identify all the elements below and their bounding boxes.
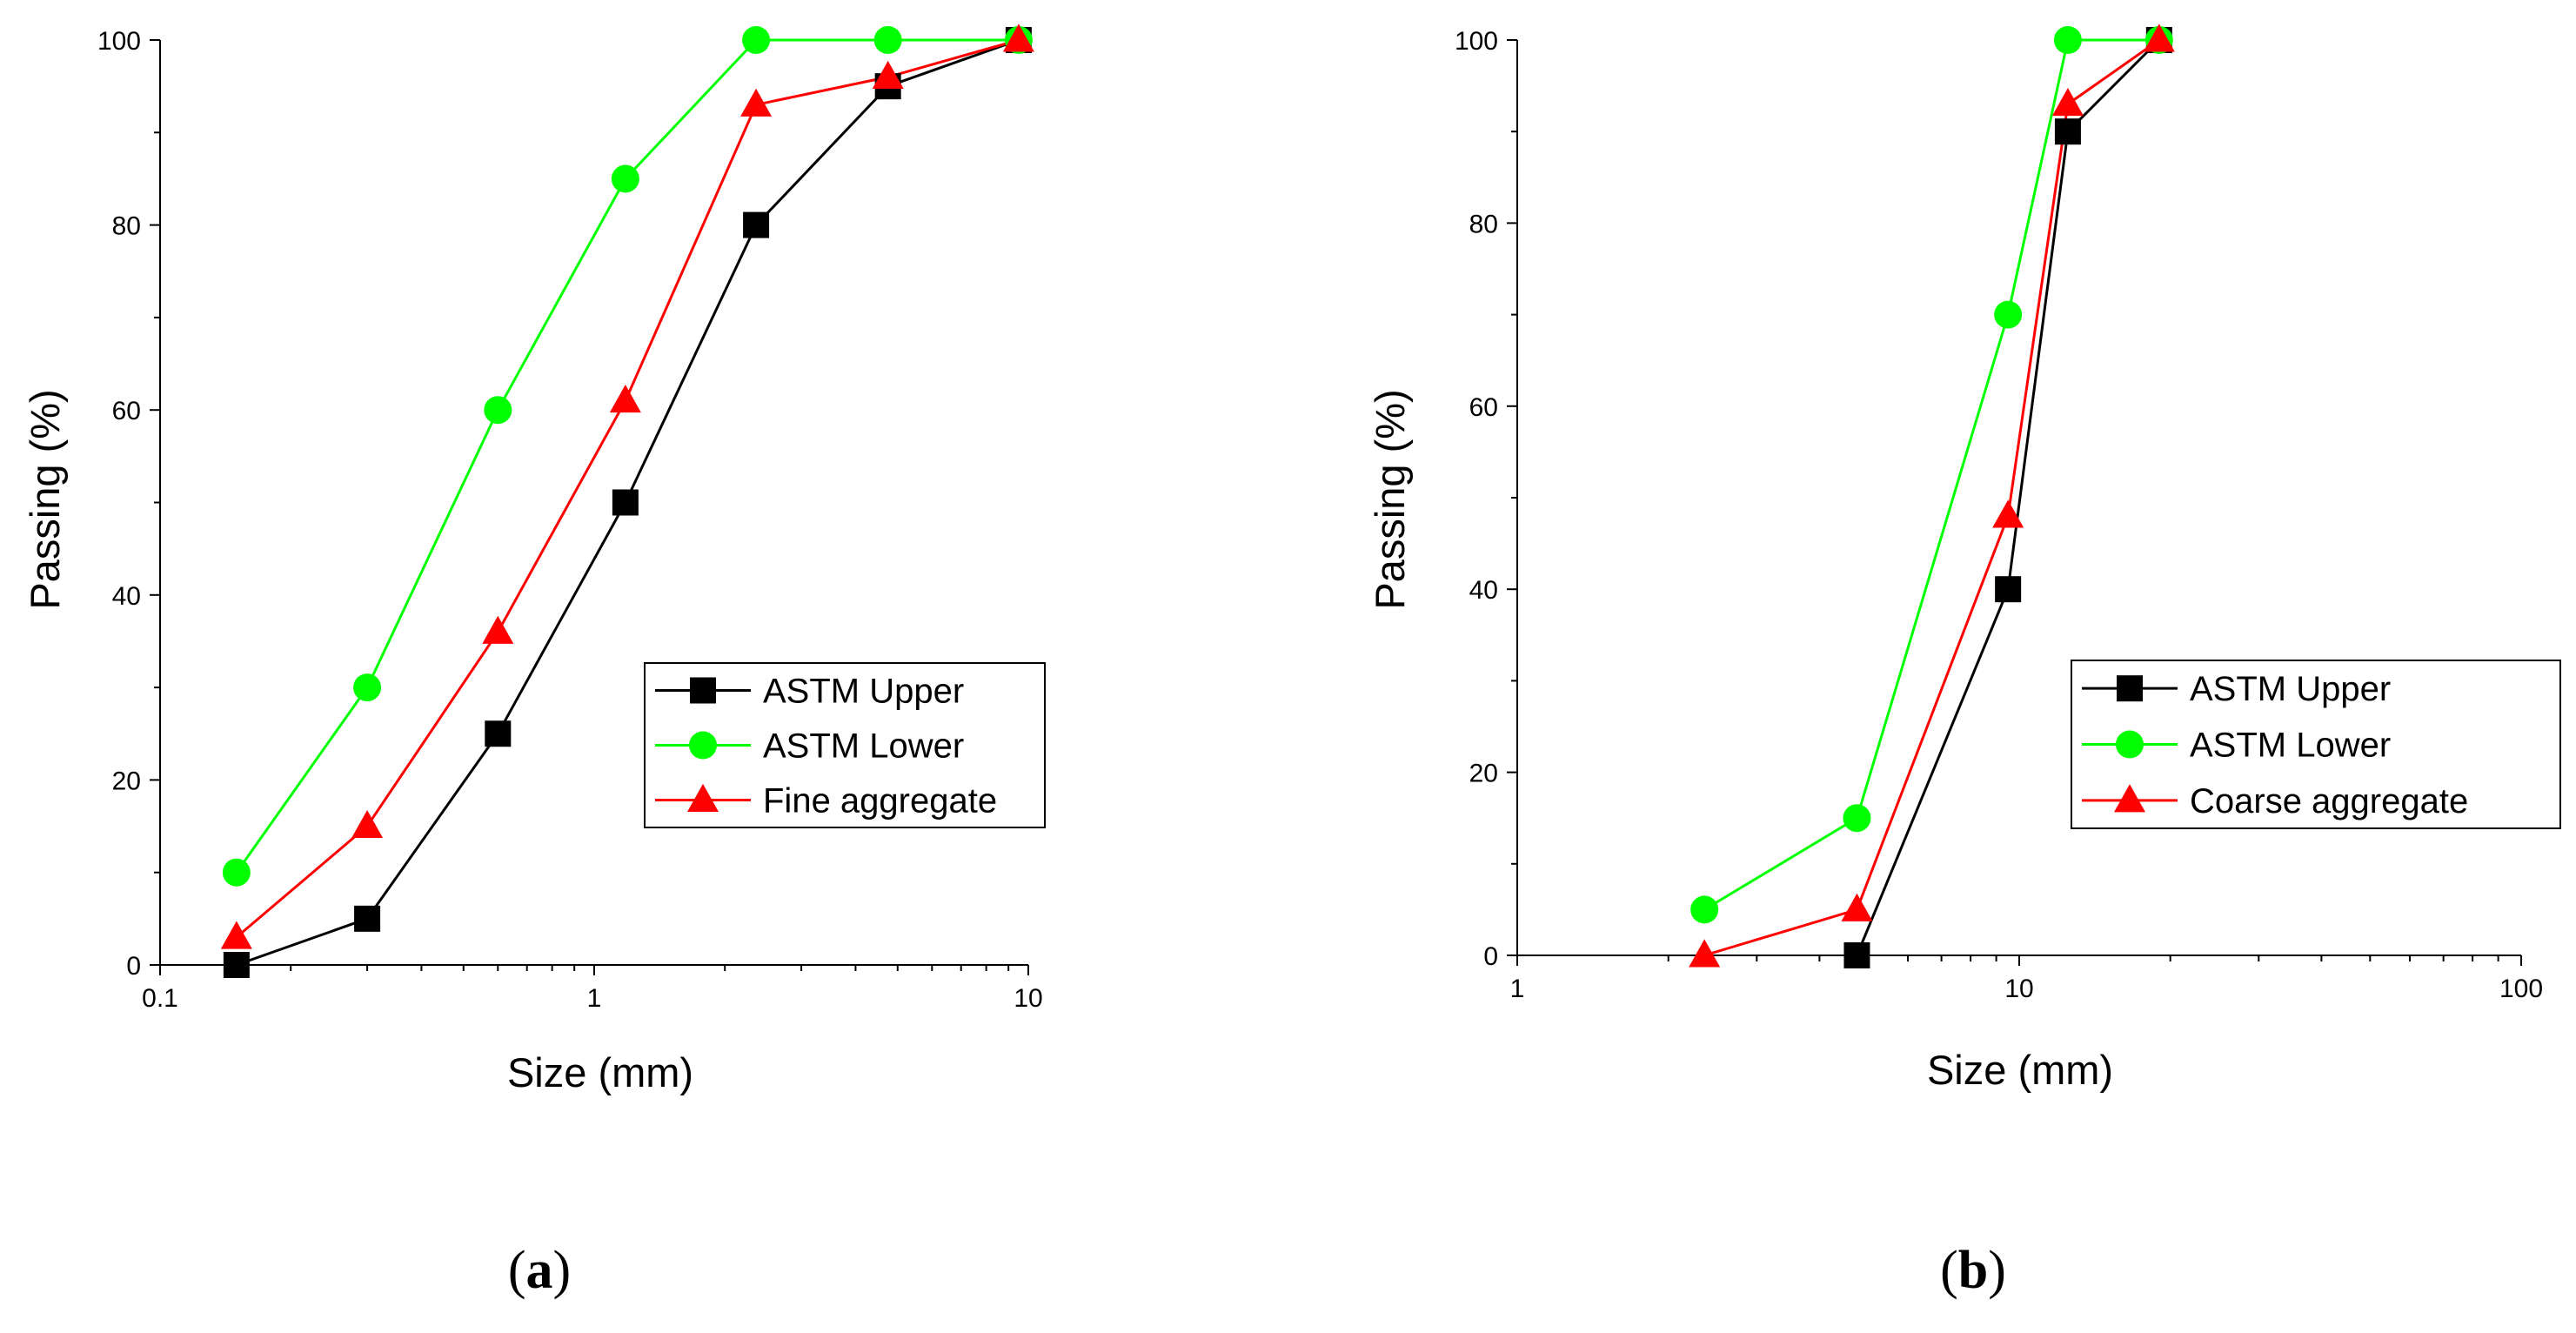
chart-b-point-astm-upper	[1843, 942, 1870, 968]
chart-a-point-fine-aggregate	[482, 615, 514, 644]
chart-b-point-astm-lower	[2053, 26, 2082, 54]
chart-b-point-coarse-aggregate	[1689, 939, 1721, 968]
chart-b-legend: ASTM Upper ASTM Lower Coarse aggregate	[2071, 660, 2561, 829]
chart-a-point-astm-upper	[223, 952, 250, 978]
chart-a-legend-marker	[687, 783, 719, 812]
chart-a-y-tick-label: 60	[112, 397, 141, 425]
chart-a-x-tick-label: 1	[587, 984, 602, 1013]
chart-b-legend-label: Coarse aggregate	[2190, 782, 2468, 821]
chart-a-x-tick-label: 0.1	[142, 984, 178, 1013]
chart-a-point-astm-upper	[485, 720, 512, 747]
chart-b-point-astm-upper	[1995, 576, 2022, 603]
chart-a-y-tick-label: 20	[112, 767, 141, 795]
chart-a-legend-label: Fine aggregate	[763, 782, 997, 821]
chart-a-y-tick-label: 100	[97, 27, 141, 56]
chart-b-point-astm-lower	[1843, 804, 1871, 833]
chart-b-series-line-astm-upper	[1856, 38, 2160, 956]
chart-panel-a: Passing (%) Size (mm) (a) 0 20 40 60 80 100 0.…	[22, 23, 1046, 1300]
chart-a-y-tick-label: 40	[112, 582, 141, 611]
chart-panel-b: Passing (%) Size (mm) (b) 0 20 40 60 80 100 1 1…	[1367, 23, 2561, 1300]
chart-a-panel-label: (a)	[508, 1241, 571, 1300]
chart-a-point-fine-aggregate	[872, 60, 904, 90]
chart-b-y-tick-label: 80	[1469, 210, 1498, 238]
chart-a-legend-marker	[689, 731, 717, 760]
chart-a-point-astm-upper	[612, 489, 639, 516]
chart-b-x-tick-label: 1	[1510, 975, 1525, 1003]
chart-b-y-axis-title: Passing (%)	[1367, 389, 1413, 609]
chart-a-point-astm-lower	[484, 396, 512, 425]
chart-a-point-astm-lower	[611, 164, 639, 193]
chart-a-y-tick-label: 0	[126, 952, 141, 981]
chart-b-point-coarse-aggregate	[1841, 893, 1873, 921]
chart-a-point-fine-aggregate	[609, 384, 641, 413]
chart-a-point-fine-aggregate	[220, 921, 252, 949]
chart-b-point-astm-lower	[1690, 895, 1719, 924]
chart-b-x-axis-title: Size (mm)	[1927, 1047, 2113, 1093]
chart-a-point-astm-lower	[222, 858, 251, 887]
chart-a-point-astm-lower	[873, 26, 902, 54]
chart-a-point-astm-upper	[743, 211, 770, 238]
chart-b-point-astm-lower	[1994, 300, 2023, 329]
chart-a-y-tick-label: 80	[112, 212, 141, 241]
chart-a-point-astm-lower	[353, 673, 382, 702]
chart-a-legend: ASTM Upper ASTM Lower Fine aggregate	[644, 662, 1046, 828]
chart-b-legend-marker	[2116, 730, 2144, 759]
chart-b-y-tick-label: 60	[1469, 393, 1498, 422]
chart-a-x-axis-title: Size (mm)	[507, 1049, 693, 1095]
chart-b-legend-label: ASTM Lower	[2190, 727, 2391, 765]
chart-b-y-tick-label: 100	[1455, 27, 1498, 56]
chart-b-y-tick-label: 40	[1469, 576, 1498, 605]
chart-b-y-tick-label: 20	[1469, 760, 1498, 788]
chart-b-x-tick-label: 10	[2004, 975, 2033, 1003]
chart-a-point-astm-upper	[354, 905, 381, 932]
chart-b-legend-marker	[2114, 784, 2145, 813]
chart-b-point-coarse-aggregate	[1992, 499, 2024, 528]
chart-b-panel-label: (b)	[1940, 1241, 2006, 1300]
chart-a-legend-label: ASTM Lower	[763, 727, 964, 766]
chart-a-legend-label: ASTM Upper	[763, 673, 964, 711]
chart-a-legend-marker	[690, 677, 716, 704]
chart-a-y-axis-title: Passing (%)	[22, 389, 68, 609]
chart-b-point-astm-upper	[2054, 118, 2081, 145]
chart-b-point-coarse-aggregate	[2143, 23, 2175, 52]
chart-b-point-coarse-aggregate	[2051, 88, 2084, 117]
chart-b-legend-marker	[2117, 675, 2143, 702]
chart-b-y-tick-label: 0	[1483, 942, 1498, 971]
chart-b-legend-label: ASTM Upper	[2190, 670, 2391, 708]
chart-a-point-fine-aggregate	[1002, 23, 1034, 52]
chart-a-point-fine-aggregate	[351, 809, 384, 839]
chart-a-x-tick-label: 10	[1014, 984, 1042, 1013]
chart-a-point-astm-lower	[742, 26, 771, 54]
chart-a-point-fine-aggregate	[740, 88, 773, 117]
chart-b-x-tick-label: 100	[2499, 975, 2543, 1003]
